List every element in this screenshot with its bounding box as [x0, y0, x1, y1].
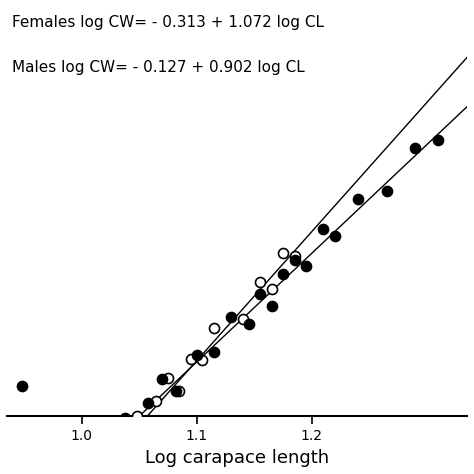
Point: [383, 187, 390, 195]
Point: [124, 442, 131, 449]
Point: [145, 399, 152, 407]
Point: [256, 290, 264, 298]
Text: Females log CW= - 0.313 + 1.072 log CL: Females log CW= - 0.313 + 1.072 log CL: [11, 15, 324, 30]
Point: [210, 324, 218, 332]
Point: [153, 397, 160, 405]
Point: [172, 387, 180, 395]
Point: [210, 348, 218, 356]
Point: [268, 302, 275, 310]
Point: [158, 375, 166, 383]
Point: [112, 441, 120, 449]
Point: [164, 375, 172, 383]
Point: [115, 438, 122, 446]
Point: [62, 469, 69, 474]
Point: [133, 412, 141, 419]
Point: [133, 428, 141, 436]
Point: [18, 383, 26, 390]
Point: [291, 252, 298, 260]
Point: [291, 256, 298, 264]
Point: [239, 315, 246, 322]
Point: [99, 453, 106, 461]
Point: [354, 195, 362, 203]
Point: [256, 279, 264, 286]
Point: [98, 460, 105, 468]
Point: [86, 469, 93, 474]
Point: [187, 355, 195, 363]
Point: [104, 433, 112, 441]
Point: [435, 136, 442, 144]
Point: [92, 447, 100, 455]
Point: [141, 425, 149, 432]
Point: [279, 271, 287, 278]
Point: [411, 145, 419, 152]
X-axis label: Log carapace length: Log carapace length: [145, 449, 329, 467]
Point: [176, 387, 183, 395]
Point: [319, 226, 327, 233]
Point: [122, 415, 129, 422]
Point: [199, 356, 206, 364]
Point: [80, 450, 88, 458]
Point: [302, 262, 310, 270]
Point: [70, 464, 77, 471]
Point: [268, 285, 275, 292]
Point: [279, 249, 287, 257]
Point: [193, 351, 201, 358]
Point: [331, 233, 338, 240]
Point: [228, 313, 235, 321]
Point: [107, 468, 114, 474]
Text: Males log CW= - 0.127 + 0.902 log CL: Males log CW= - 0.127 + 0.902 log CL: [11, 60, 304, 75]
Point: [245, 320, 252, 328]
Point: [86, 464, 93, 471]
